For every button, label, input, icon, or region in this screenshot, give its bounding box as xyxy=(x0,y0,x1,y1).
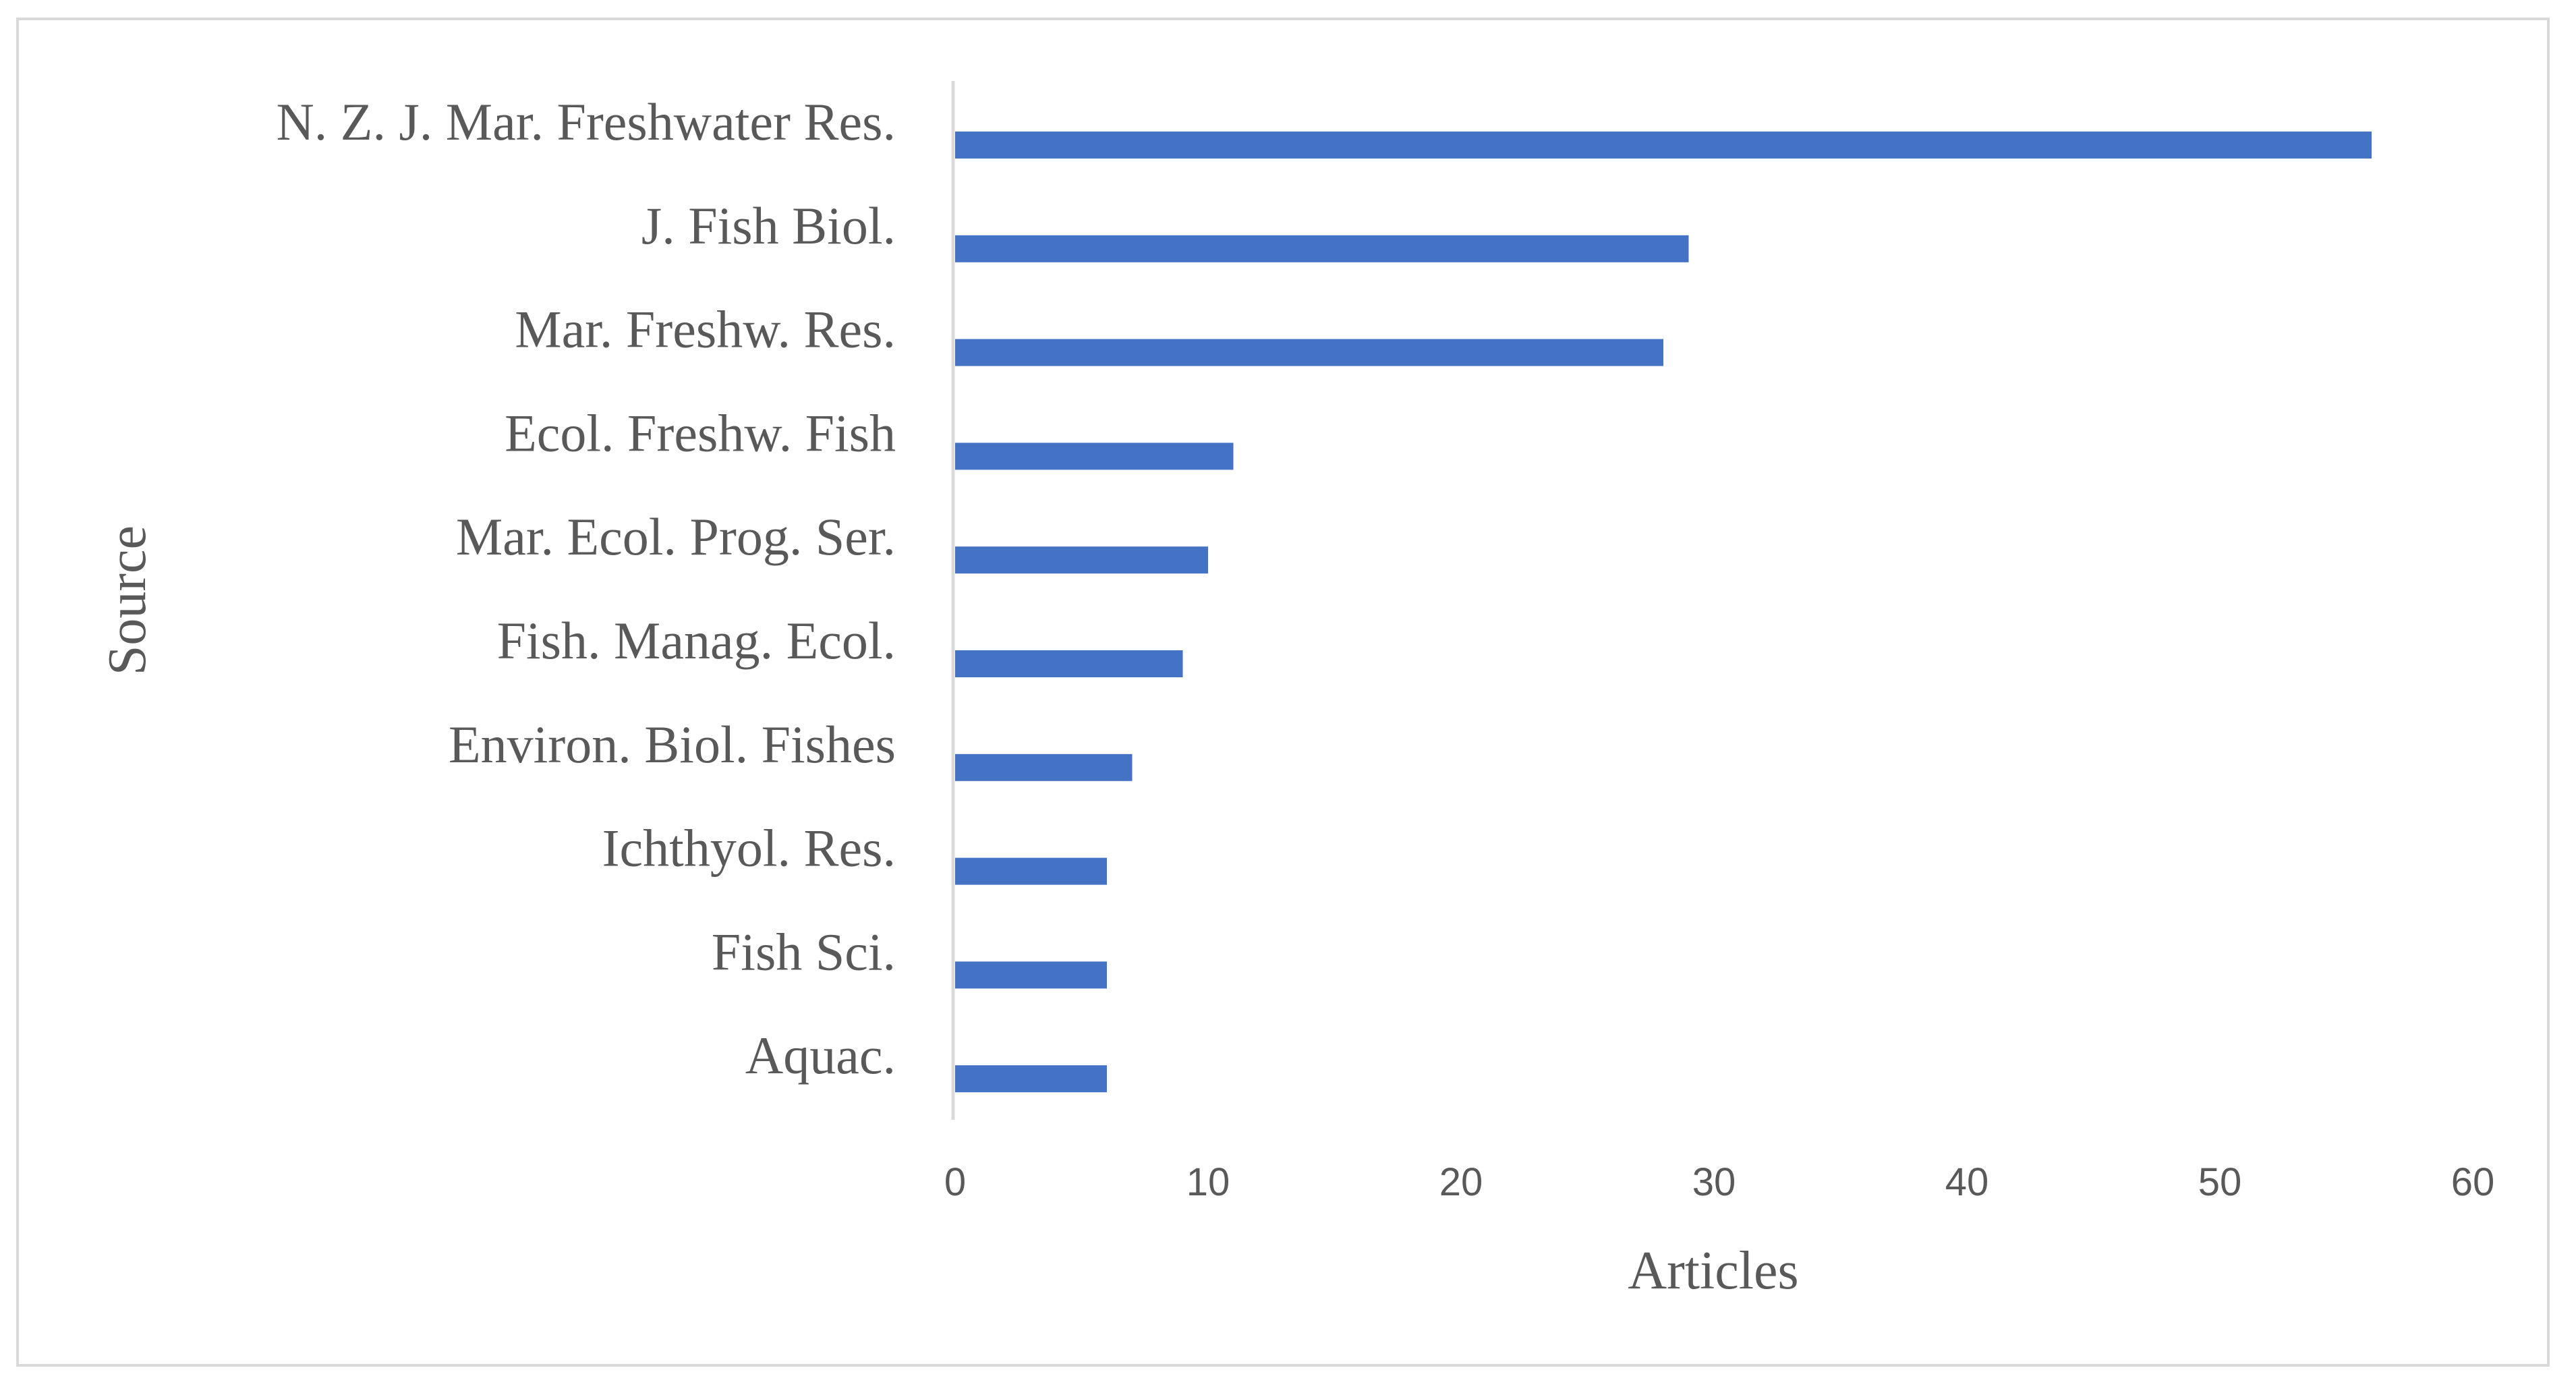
bar xyxy=(955,857,1107,885)
bar xyxy=(955,132,2372,159)
category-label: Fish Sci. xyxy=(712,922,896,981)
x-tick-label: 30 xyxy=(1692,1160,1736,1204)
bar xyxy=(955,339,1663,366)
category-label: Environ. Biol. Fishes xyxy=(449,715,896,774)
bar xyxy=(955,754,1133,781)
x-tick-label: 60 xyxy=(2451,1160,2495,1204)
category-label: Mar. Ecol. Prog. Ser. xyxy=(456,507,896,566)
bar xyxy=(955,1065,1107,1093)
bar xyxy=(955,650,1183,677)
bar xyxy=(955,546,1208,574)
bar xyxy=(955,443,1234,470)
category-label: Ecol. Freshw. Fish xyxy=(505,403,896,462)
x-tick-label: 20 xyxy=(1439,1160,1483,1204)
category-label: J. Fish Biol. xyxy=(641,196,896,255)
x-axis-title: Articles xyxy=(1628,1241,1798,1301)
x-tick-label: 50 xyxy=(2198,1160,2242,1204)
x-tick-labels: 0 10 20 30 40 50 60 xyxy=(944,1160,2494,1204)
x-tick-label: 40 xyxy=(1945,1160,1989,1204)
x-tick-label: 0 xyxy=(944,1160,966,1204)
bar xyxy=(955,961,1107,989)
category-label: Ichthyol. Res. xyxy=(602,819,896,878)
category-label: Fish. Manag. Ecol. xyxy=(497,611,896,670)
category-label: Aquac. xyxy=(745,1026,896,1085)
bar xyxy=(955,235,1689,262)
x-tick-label: 10 xyxy=(1186,1160,1230,1204)
category-labels: N. Z. J. Mar. Freshwater Res. J. Fish Bio… xyxy=(276,92,896,1085)
bars-group xyxy=(955,132,2372,1093)
category-label: N. Z. J. Mar. Freshwater Res. xyxy=(276,92,896,151)
y-axis-title: Source xyxy=(98,525,157,675)
category-label: Mar. Freshw. Res. xyxy=(515,300,896,359)
